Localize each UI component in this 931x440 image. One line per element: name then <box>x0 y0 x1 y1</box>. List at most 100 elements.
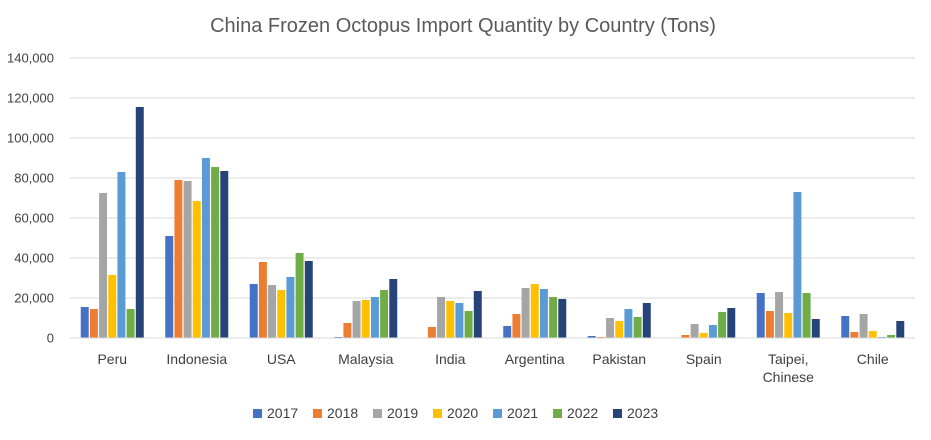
bar-2023 <box>304 261 313 338</box>
bar-2019 <box>859 314 868 338</box>
bar-2019 <box>521 288 530 338</box>
bar-2022 <box>295 253 304 338</box>
bar-2021 <box>793 192 802 338</box>
bar-2022 <box>802 293 811 338</box>
bar-2022 <box>380 290 389 338</box>
bar-2018 <box>765 311 774 338</box>
y-tick-label: 20,000 <box>14 291 54 306</box>
bar-2018 <box>343 323 352 338</box>
legend-swatch <box>313 409 322 418</box>
bar-2017 <box>80 307 89 338</box>
bar-2022 <box>464 311 473 338</box>
bar-2023 <box>811 319 820 338</box>
bar-2017 <box>503 326 512 338</box>
legend-swatch <box>373 409 382 418</box>
bar-2019 <box>437 297 446 338</box>
bar-2021 <box>286 277 295 338</box>
bar-2018 <box>512 314 521 338</box>
bar-2017 <box>165 236 174 338</box>
bar-2020 <box>446 301 455 338</box>
bar-2022 <box>211 167 220 338</box>
bar-2022 <box>887 335 896 338</box>
bar-2017 <box>587 336 596 338</box>
bar-2019 <box>690 324 699 338</box>
grid-lines <box>70 57 915 299</box>
bars <box>80 107 905 338</box>
legend-swatch <box>253 409 262 418</box>
legend-label: 2020 <box>447 405 478 421</box>
category-label: Spain <box>686 351 722 367</box>
legend-swatch <box>493 409 502 418</box>
legend-label: 2022 <box>567 405 598 421</box>
bar-2021 <box>370 297 379 338</box>
y-axis-ticks: 0 20,000 40,000 60,000 80,000 100,000 120,000 1… <box>7 51 54 346</box>
category-label: Taipei, <box>768 351 808 367</box>
bar-2018 <box>681 335 690 338</box>
bar-2022 <box>718 312 727 338</box>
chart-title: China Frozen Octopus Import Quantity by … <box>210 15 716 37</box>
y-tick-label: 120,000 <box>7 91 54 106</box>
bar-2018 <box>174 180 183 338</box>
category-label: Pakistan <box>592 351 646 367</box>
bar-2023 <box>642 303 651 338</box>
legend-label: 2018 <box>327 405 358 421</box>
bar-2020 <box>192 201 201 338</box>
category-label: USA <box>267 351 296 367</box>
bar-2021 <box>539 289 548 338</box>
bar-2020 <box>784 313 793 338</box>
y-tick-label: 140,000 <box>7 51 54 66</box>
category-label: Argentina <box>505 351 565 367</box>
bar-2020 <box>277 290 286 338</box>
y-tick-label: 0 <box>47 331 54 346</box>
bar-2017 <box>756 293 765 338</box>
bar-2020 <box>699 333 708 338</box>
legend-label: 2021 <box>507 405 538 421</box>
legend-label: 2023 <box>627 405 658 421</box>
bar-2022 <box>549 297 558 338</box>
bar-2018 <box>258 262 267 338</box>
bar-2019 <box>183 181 192 338</box>
legend-label: 2017 <box>267 405 298 421</box>
bar-2019 <box>352 301 361 338</box>
bar-2021 <box>117 172 126 338</box>
category-label: Peru <box>97 351 127 367</box>
category-label: India <box>435 351 466 367</box>
bar-2017 <box>841 316 850 338</box>
bar-2021 <box>455 303 464 338</box>
bar-2020 <box>108 275 117 338</box>
bar-2022 <box>633 317 642 338</box>
bar-2023 <box>473 291 482 338</box>
bar-2019 <box>775 292 784 338</box>
category-label: Chile <box>857 351 889 367</box>
bar-2023 <box>727 308 736 338</box>
bar-2023 <box>220 171 229 338</box>
bar-2022 <box>126 309 135 338</box>
bar-2023 <box>896 321 905 338</box>
y-tick-label: 60,000 <box>14 211 54 226</box>
bar-2023 <box>135 107 144 338</box>
legend-swatch <box>433 409 442 418</box>
legend-label: 2019 <box>387 405 418 421</box>
bar-2021 <box>624 309 633 338</box>
bar-2019 <box>268 285 277 338</box>
category-label: Indonesia <box>166 351 227 367</box>
bar-2020 <box>615 321 624 338</box>
y-tick-label: 80,000 <box>14 171 54 186</box>
bar-2020 <box>868 331 877 338</box>
bar-2023 <box>558 299 567 338</box>
bar-2019 <box>99 193 108 338</box>
bar-2020 <box>361 300 370 338</box>
bar-2018 <box>89 309 98 338</box>
category-label: Malaysia <box>338 351 393 367</box>
legend: 2017 2018 2019 2020 2021 2022 2023 <box>253 405 658 421</box>
x-axis-categories: Peru Indonesia USA Malaysia India Argentina Pa… <box>97 351 888 385</box>
bar-2019 <box>606 318 615 338</box>
y-tick-label: 100,000 <box>7 131 54 146</box>
bar-2023 <box>389 279 398 338</box>
bar-2021 <box>201 158 210 338</box>
legend-swatch <box>613 409 622 418</box>
bar-2018 <box>850 332 859 338</box>
legend-swatch <box>553 409 562 418</box>
bar-2018 <box>427 327 436 338</box>
